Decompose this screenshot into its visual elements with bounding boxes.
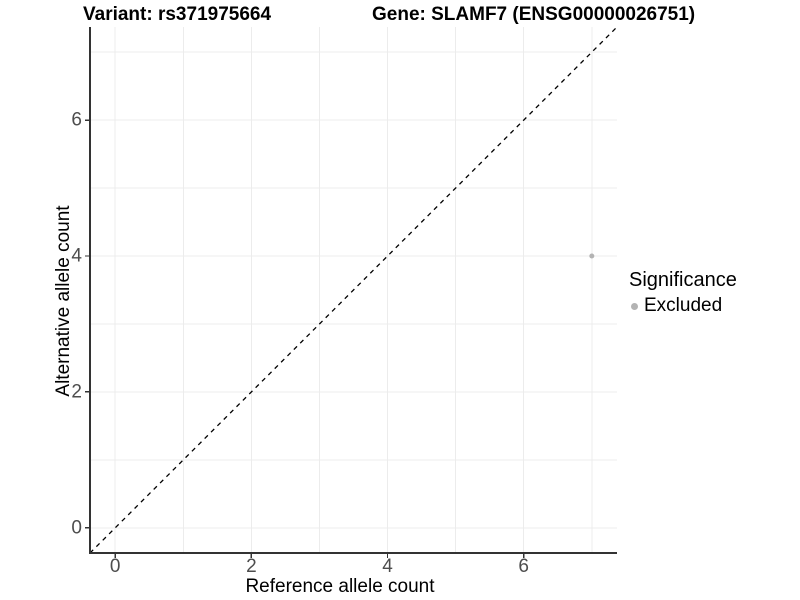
data-point — [589, 253, 595, 259]
y-tick-label: 6 — [71, 109, 82, 131]
legend-title: Significance — [629, 269, 737, 291]
gene-title: Gene: SLAMF7 (ENSG00000026751) — [372, 4, 696, 25]
x-tick-label: 4 — [382, 556, 393, 577]
legend-item-label: Excluded — [644, 295, 723, 316]
y-tick-label: 4 — [71, 245, 82, 267]
x-tick-label: 2 — [246, 556, 257, 577]
x-axis-title: Reference allele count — [245, 576, 435, 597]
y-axis-title: Alternative allele count — [53, 205, 74, 397]
identity-reference-line — [89, 26, 618, 554]
variant-title: Variant: rs371975664 — [83, 4, 272, 25]
legend-item-excluded: Excluded — [629, 295, 737, 317]
legend: Significance Excluded — [629, 269, 737, 317]
x-tick-label: 0 — [109, 556, 121, 577]
legend-point-icon — [631, 302, 638, 310]
y-tick-label: 2 — [71, 381, 82, 403]
x-tick-label: 6 — [518, 556, 530, 577]
y-tick-label: 0 — [71, 517, 82, 539]
